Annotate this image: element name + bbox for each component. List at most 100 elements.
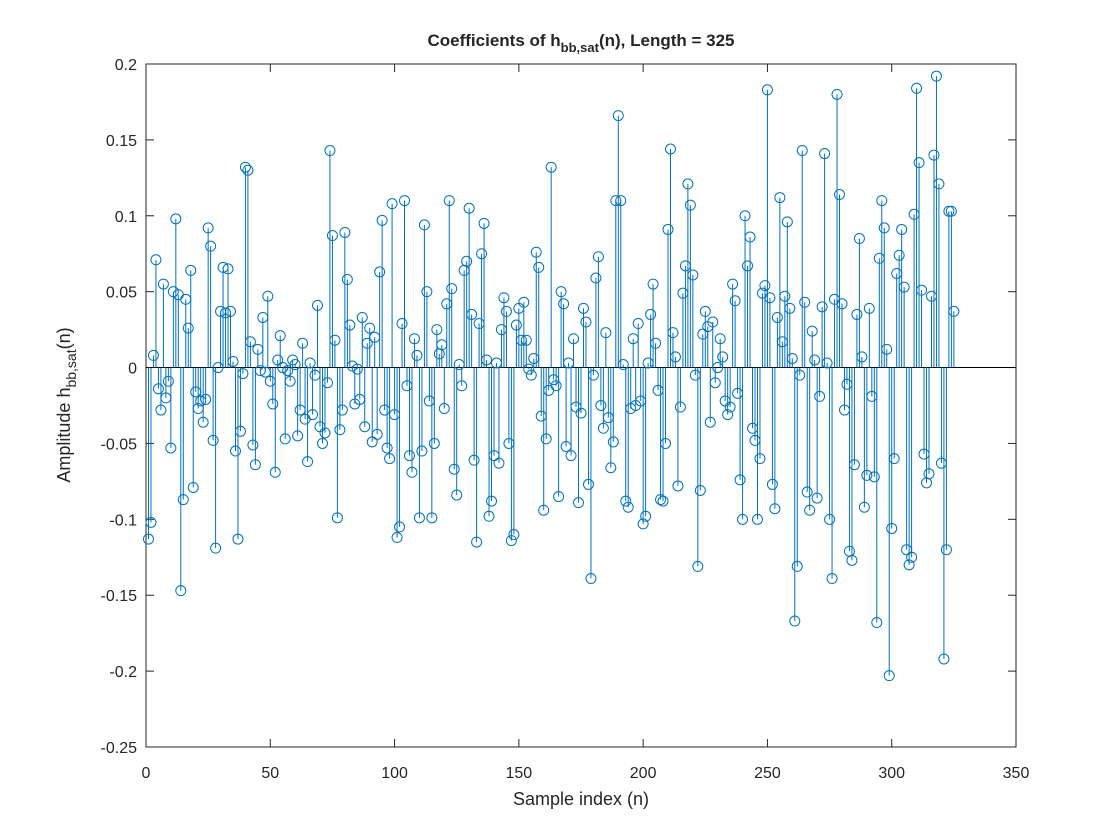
ylabel-main: Amplitude h <box>54 388 74 483</box>
stem-marker <box>351 363 363 375</box>
stem-marker <box>784 302 796 314</box>
stem-marker <box>739 210 751 222</box>
stem-marker <box>761 84 773 96</box>
stem-marker <box>898 281 910 293</box>
stem-marker <box>468 454 480 466</box>
stem-marker <box>945 205 957 217</box>
stem-marker <box>911 82 923 94</box>
stem-marker <box>858 501 870 513</box>
stem-marker <box>660 437 672 449</box>
stem-marker <box>876 195 888 207</box>
stem-marker <box>359 421 371 433</box>
x-tick-label: 300 <box>878 765 905 782</box>
y-tick-label: 0.2 <box>115 57 137 74</box>
stem-marker <box>948 305 960 317</box>
stem-marker <box>801 486 813 498</box>
stem-marker <box>781 216 793 228</box>
stem-marker <box>175 585 187 597</box>
stem-marker <box>722 409 734 421</box>
title-tail: (n), Length = 325 <box>599 31 735 50</box>
stem-marker <box>232 533 244 545</box>
stem-marker <box>520 334 532 346</box>
stem-marker <box>804 504 816 516</box>
stem-marker <box>650 337 662 349</box>
stem-marker <box>751 513 763 525</box>
stem-marker <box>145 516 157 528</box>
stem-marker <box>615 195 627 207</box>
stem-marker <box>525 369 537 381</box>
stem-marker <box>729 295 741 307</box>
stem-marker <box>796 145 808 157</box>
y-tick-label: 0.05 <box>106 285 137 302</box>
stem-marker <box>930 70 942 82</box>
stem-marker <box>923 468 935 480</box>
x-tick-label: 250 <box>754 765 781 782</box>
stem-marker <box>142 533 154 545</box>
stem-marker <box>498 292 510 304</box>
stem-marker <box>645 308 657 320</box>
stem-marker <box>814 390 826 402</box>
y-tick-label: -0.25 <box>101 740 138 757</box>
stem-marker <box>471 536 483 548</box>
stem-marker <box>896 223 908 235</box>
stem-marker <box>647 278 659 290</box>
stem-marker <box>831 88 843 100</box>
stem-marker <box>640 510 652 522</box>
stem-marker <box>587 369 599 381</box>
stem-marker <box>413 512 425 524</box>
stem-marker <box>376 214 388 226</box>
stem-marker <box>244 336 256 348</box>
stem-marker <box>766 478 778 490</box>
stem-marker <box>289 359 301 371</box>
stem-marker <box>396 318 408 330</box>
stem-marker <box>694 484 706 496</box>
stem-marker <box>806 325 818 337</box>
stem-marker <box>508 529 520 541</box>
stem-marker <box>222 263 234 275</box>
stem-marker <box>791 560 803 572</box>
stem-marker <box>632 318 644 330</box>
y-tick-label: -0.2 <box>109 664 137 681</box>
stem-marker <box>341 274 353 286</box>
stem-marker <box>205 240 217 252</box>
stem-marker <box>704 416 716 428</box>
stem-marker <box>553 491 565 503</box>
stem-marker <box>538 504 550 516</box>
x-tick-label: 200 <box>630 765 657 782</box>
stem-marker <box>612 110 624 122</box>
stem-marker <box>617 359 629 371</box>
stem-marker <box>848 459 860 471</box>
stem-marker <box>274 330 286 342</box>
stem-marker <box>334 424 346 436</box>
stem-marker <box>493 457 505 469</box>
y-tick-label: 0 <box>128 361 137 378</box>
stem-marker <box>684 199 696 211</box>
stem-marker <box>592 251 604 263</box>
stem-marker <box>284 375 296 387</box>
y-tick-label: -0.1 <box>109 512 137 529</box>
y-tick-label: 0.1 <box>115 209 137 226</box>
stem-marker <box>727 278 739 290</box>
stem-marker <box>834 189 846 201</box>
stem-marker <box>836 298 848 310</box>
x-tick-label: 350 <box>1003 765 1030 782</box>
stem-marker <box>371 428 383 440</box>
stem-marker <box>463 202 475 214</box>
stem-marker <box>888 453 900 465</box>
stem-marker <box>321 377 333 389</box>
stem-marker <box>669 351 681 363</box>
stem-marker <box>742 260 754 272</box>
stem-marker <box>304 357 316 369</box>
stem-marker <box>421 286 433 298</box>
x-tick-label: 100 <box>381 765 408 782</box>
stem-marker <box>443 195 455 207</box>
stem-marker <box>779 290 791 302</box>
stem-marker <box>428 437 440 449</box>
stem-marker <box>461 255 473 267</box>
stem-marker <box>381 442 393 454</box>
stem-marker <box>709 377 721 389</box>
stem-marker <box>147 349 159 361</box>
stem-marker <box>247 439 259 451</box>
stem-marker <box>940 544 952 556</box>
stem-marker <box>540 433 552 445</box>
